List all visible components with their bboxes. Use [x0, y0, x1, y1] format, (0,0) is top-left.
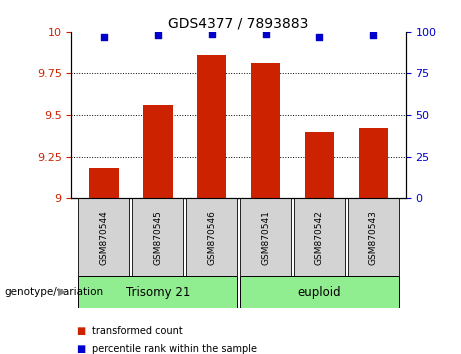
Text: transformed count: transformed count — [92, 326, 183, 336]
Text: ■: ■ — [76, 326, 85, 336]
Point — [154, 32, 161, 38]
Text: GSM870544: GSM870544 — [99, 210, 108, 264]
Bar — [78, 276, 237, 308]
Title: GDS4377 / 7893883: GDS4377 / 7893883 — [168, 17, 309, 31]
Bar — [305, 132, 334, 198]
Text: percentile rank within the sample: percentile rank within the sample — [92, 344, 257, 354]
Bar — [89, 168, 118, 198]
Point — [316, 34, 323, 40]
Bar — [78, 198, 129, 276]
Bar — [240, 198, 291, 276]
Point — [208, 31, 215, 36]
Point — [370, 32, 377, 38]
Bar — [348, 198, 399, 276]
Text: genotype/variation: genotype/variation — [5, 287, 104, 297]
Text: Trisomy 21: Trisomy 21 — [125, 286, 190, 298]
Bar — [197, 55, 226, 198]
Point — [262, 31, 269, 36]
Bar — [251, 63, 280, 198]
Bar — [143, 105, 172, 198]
Text: ▶: ▶ — [59, 287, 67, 297]
Text: GSM870541: GSM870541 — [261, 210, 270, 265]
Text: ■: ■ — [76, 344, 85, 354]
Bar — [132, 198, 183, 276]
Bar — [186, 198, 237, 276]
Text: euploid: euploid — [298, 286, 341, 298]
Text: GSM870542: GSM870542 — [315, 210, 324, 264]
Point — [100, 34, 107, 40]
Bar — [294, 198, 345, 276]
Text: GSM870546: GSM870546 — [207, 210, 216, 265]
Text: GSM870545: GSM870545 — [153, 210, 162, 265]
Bar — [240, 276, 399, 308]
Text: GSM870543: GSM870543 — [369, 210, 378, 265]
Bar — [359, 129, 388, 198]
